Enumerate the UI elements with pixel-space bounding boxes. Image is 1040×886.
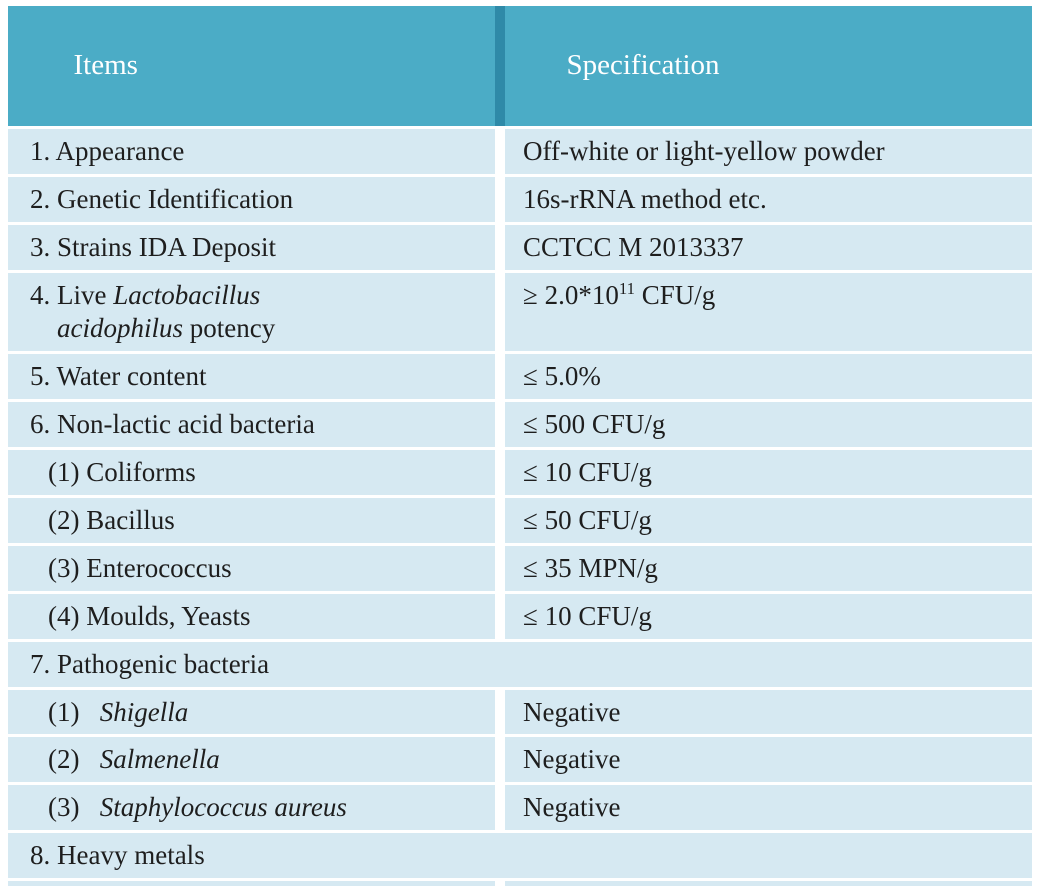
item-cell: 1. Appearance: [8, 129, 495, 175]
item-text: 8. Heavy metals: [30, 840, 205, 871]
table-row: (1) Coliforms ≤ 10 CFU/g: [8, 449, 1032, 495]
item-text: 7. Pathogenic bacteria: [30, 648, 270, 679]
header-spec-cell: Specification: [505, 6, 1032, 127]
spec-text: ≥ 2.0*10: [523, 279, 619, 310]
item-cell: 6. Non-lactic acid bacteria: [8, 401, 495, 447]
item-cell: 4. Live Lactobacillus acidophilus potenc…: [8, 272, 495, 351]
item-text: Salmenella: [99, 744, 220, 775]
spec-cell: ≤ 500 CFU/g: [505, 401, 1032, 447]
item-text: Staphylococcus aureus: [99, 792, 347, 823]
item-text: potency: [183, 312, 276, 343]
item-cell: 5. Water content: [8, 353, 495, 399]
item-text: 1. Appearance: [30, 136, 185, 167]
spec-text: Negative: [523, 744, 621, 775]
item-text: 4. Live: [30, 279, 114, 310]
spec-cell: ≤ 10 CFU/g: [505, 593, 1032, 639]
item-cell: 3. Strains IDA Deposit: [8, 225, 495, 270]
header-items-label: Items: [73, 49, 138, 82]
item-text: (3): [48, 792, 100, 823]
table-row: 8. Heavy metals: [8, 833, 1032, 879]
spec-cell: ≤ 50 CFU/g: [505, 497, 1032, 543]
item-cell: (2) Bacillus: [8, 497, 495, 543]
table-row: (2) Bacillus ≤ 50 CFU/g: [8, 497, 1032, 543]
table-row: (3) Staphylococcus aureus Negative: [8, 785, 1032, 831]
item-cell: (3) Enterococcus: [8, 545, 495, 591]
spec-text: ≤ 5.0%: [523, 360, 601, 391]
spec-cell: ≤ 1 ppm: [505, 881, 1032, 886]
spec-cell: 16s-rRNA method etc.: [505, 177, 1032, 222]
item-text: (2): [48, 744, 100, 775]
spec-text: 16s-rRNA method etc.: [523, 184, 767, 215]
spec-cell: CCTCC M 2013337: [505, 225, 1032, 270]
spec-text: ≤ 500 CFU/g: [523, 408, 666, 439]
spec-text: CFU/g: [634, 279, 716, 310]
item-text: 2. Genetic Identification: [30, 184, 294, 215]
item-text: Lactobacillus acidophilus: [57, 279, 261, 343]
item-text: Shigella: [99, 696, 189, 727]
spec-cell: Negative: [505, 737, 1032, 783]
spec-text: Negative: [523, 792, 621, 823]
spec-text: ≤ 35 MPN/g: [523, 552, 658, 583]
table-row: (4) Moulds, Yeasts ≤ 10 CFU/g: [8, 593, 1032, 639]
table-row: 7. Pathogenic bacteria: [8, 641, 1032, 687]
spec-text: Off-white or light-yellow powder: [523, 136, 885, 167]
item-text: 6. Non-lactic acid bacteria: [30, 408, 315, 439]
table-row: 3. Strains IDA Deposit CCTCC M 2013337: [8, 225, 1032, 270]
header-items-cell: Items: [8, 6, 495, 127]
spec-text: ≤ 50 CFU/g: [523, 504, 652, 535]
table-row: (3) Enterococcus ≤ 35 MPN/g: [8, 545, 1032, 591]
item-cell: 7. Pathogenic bacteria: [8, 641, 1032, 687]
spec-cell: Negative: [505, 689, 1032, 735]
item-cell: (1) Coliforms: [8, 449, 495, 495]
table-row: (2) Salmenella Negative: [8, 737, 1032, 783]
item-text: (4) Moulds, Yeasts: [48, 600, 251, 631]
item-text: (1): [48, 696, 100, 727]
spec-text: Negative: [523, 696, 621, 727]
spec-cell: ≤ 10 CFU/g: [505, 449, 1032, 495]
spec-text: ≤ 10 CFU/g: [523, 456, 652, 487]
table-row: 1. Appearance Off-white or light-yellow p…: [8, 129, 1032, 175]
table-row: 5. Water content ≤ 5.0%: [8, 353, 1032, 399]
item-cell: (1) Lead: [8, 881, 495, 886]
spec-cell: ≤ 35 MPN/g: [505, 545, 1032, 591]
spec-cell: ≥ 2.0*1011 CFU/g: [505, 272, 1032, 351]
table-header-row: Items Specification: [8, 6, 1032, 127]
item-cell: (1) Shigella: [8, 689, 495, 735]
item-cell: 8. Heavy metals: [8, 833, 1032, 879]
header-spec-label: Specification: [566, 49, 720, 82]
item-cell: (3) Staphylococcus aureus: [8, 785, 495, 831]
item-text: (1) Coliforms: [48, 456, 196, 487]
spec-cell: Negative: [505, 785, 1032, 831]
item-text: (2) Bacillus: [48, 504, 175, 535]
spec-text: 11: [618, 278, 635, 298]
item-cell: 2. Genetic Identification: [8, 177, 495, 222]
spec-cell: ≤ 5.0%: [505, 353, 1032, 399]
table-row: 6. Non-lactic acid bacteria ≤ 500 CFU/g: [8, 401, 1032, 447]
spec-text: CCTCC M 2013337: [523, 232, 744, 262]
table-row: 4. Live Lactobacillus acidophilus potenc…: [8, 272, 1032, 351]
spec-cell: Off-white or light-yellow powder: [505, 129, 1032, 175]
table-row: (1) Lead ≤ 1 ppm: [8, 881, 1032, 886]
item-text: 5. Water content: [30, 360, 207, 391]
item-text: (3) Enterococcus: [48, 552, 232, 583]
table-row: (1) Shigella Negative: [8, 689, 1032, 735]
item-text: 3. Strains IDA Deposit: [30, 232, 276, 262]
item-cell: (2) Salmenella: [8, 737, 495, 783]
table-row: 2. Genetic Identification 16s-rRNA method…: [8, 177, 1032, 222]
header-column-divider: [495, 6, 505, 127]
spec-text: ≤ 10 CFU/g: [523, 600, 652, 631]
item-cell: (4) Moulds, Yeasts: [8, 593, 495, 639]
